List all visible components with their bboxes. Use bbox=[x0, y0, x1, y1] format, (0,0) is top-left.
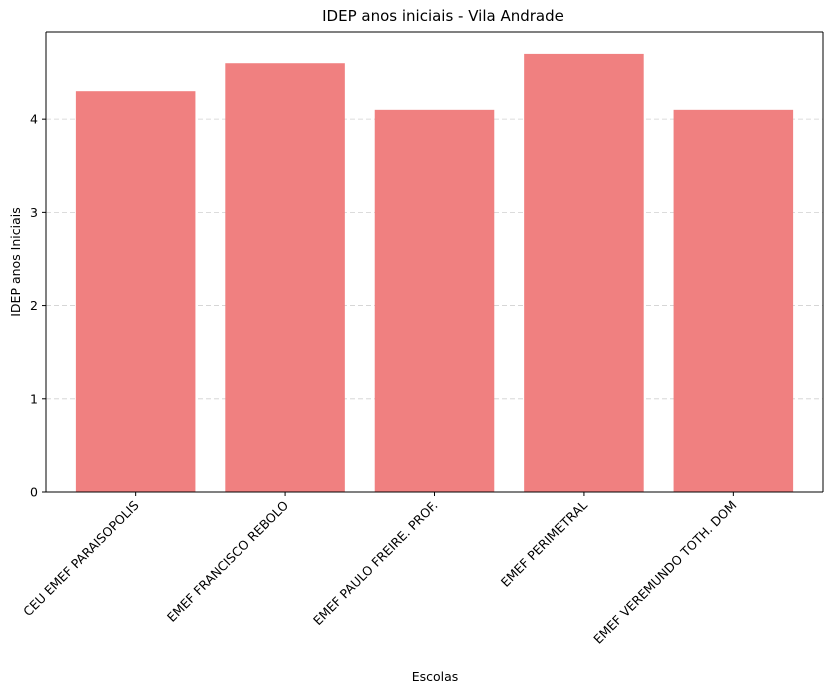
bar bbox=[225, 63, 345, 492]
y-tick-label: 0 bbox=[30, 485, 38, 500]
x-tick-label: CEU EMEF PARAISOPOLIS bbox=[20, 497, 142, 619]
bar bbox=[524, 53, 644, 493]
bar bbox=[673, 109, 794, 492]
y-ticks-group: 0 1 2 3 4 bbox=[30, 112, 46, 500]
bar bbox=[374, 109, 495, 492]
bars-group bbox=[75, 53, 794, 493]
x-tick-label: EMEF VEREMUNDO TOTH. DOM bbox=[590, 498, 739, 647]
y-axis-label: IDEP anos Iniciais bbox=[8, 207, 23, 317]
x-tick-label: EMEF PERIMETRAL bbox=[498, 497, 590, 589]
y-tick-label: 2 bbox=[30, 298, 38, 313]
x-ticks-group: CEU EMEF PARAISOPOLIS EMEF FRANCISCO REBO… bbox=[20, 492, 739, 647]
y-tick-label: 4 bbox=[30, 112, 38, 127]
chart-title: IDEP anos iniciais - Vila Andrade bbox=[322, 7, 564, 25]
y-tick-label: 3 bbox=[30, 205, 38, 220]
x-axis-label: Escolas bbox=[412, 669, 459, 684]
bar bbox=[75, 91, 196, 493]
y-tick-label: 1 bbox=[30, 391, 38, 406]
x-tick-label: EMEF PAULO FREIRE. PROF. bbox=[310, 498, 441, 629]
x-tick-label: EMEF FRANCISCO REBOLO bbox=[164, 497, 291, 624]
